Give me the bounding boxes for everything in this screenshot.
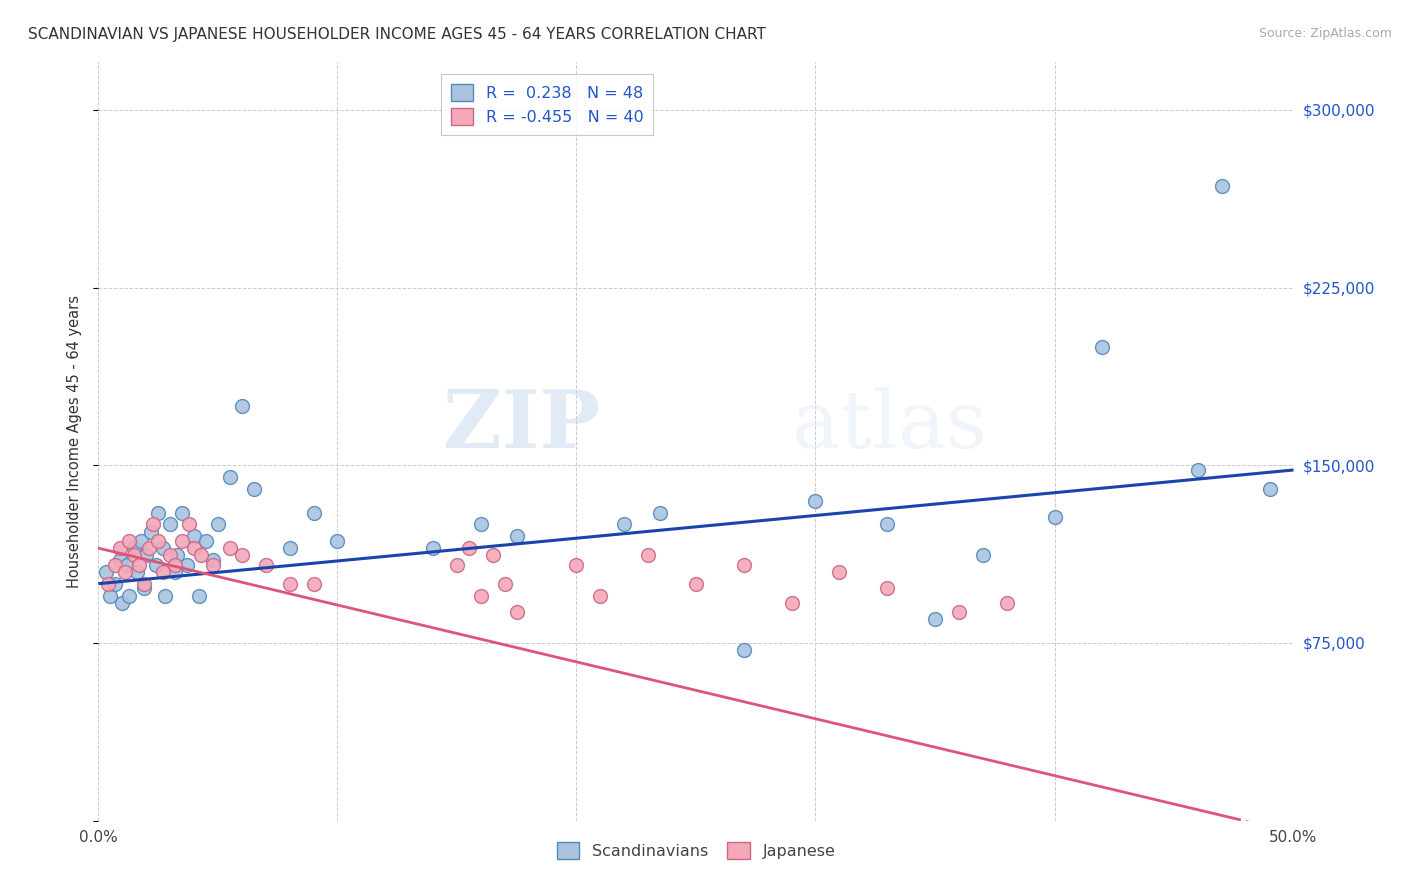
Point (458, 541, 481, 556)
Point (179, 517, 201, 532)
Point (470, 589, 492, 603)
Point (278, 541, 301, 556)
Point (176, 558, 198, 572)
Point (98, 589, 122, 603)
Point (148, 534, 170, 549)
Point (828, 565, 851, 579)
Point (1043, 510, 1066, 524)
Point (104, 576, 127, 591)
Point (648, 506, 672, 520)
Point (278, 576, 301, 591)
Point (152, 565, 174, 579)
Point (302, 576, 325, 591)
Point (219, 541, 242, 556)
Point (254, 558, 277, 572)
Point (876, 582, 898, 596)
Point (565, 558, 588, 572)
Point (118, 589, 141, 603)
Point (1091, 340, 1114, 354)
Point (183, 541, 205, 556)
Point (876, 517, 898, 532)
Point (97, 576, 120, 591)
Point (219, 470, 242, 484)
Point (506, 605, 529, 619)
Point (159, 548, 181, 563)
Point (422, 541, 444, 556)
Point (139, 524, 162, 539)
Point (481, 548, 505, 563)
Point (231, 399, 253, 413)
Point (163, 558, 186, 572)
Point (166, 548, 188, 563)
Point (948, 605, 970, 619)
Point (613, 517, 636, 532)
Point (131, 534, 153, 549)
Point (128, 558, 150, 572)
Point (138, 541, 160, 556)
Point (302, 506, 325, 520)
Point (104, 558, 127, 572)
Point (187, 589, 209, 603)
Point (172, 506, 194, 520)
Point (94, 565, 117, 579)
Point (1187, 463, 1209, 477)
Point (183, 529, 205, 543)
Point (125, 565, 148, 579)
Point (172, 534, 194, 549)
Point (190, 548, 212, 563)
Point (207, 517, 229, 532)
Point (972, 548, 994, 563)
Point (494, 576, 516, 591)
Point (135, 548, 157, 563)
Point (155, 589, 177, 603)
Point (733, 643, 755, 657)
Point (132, 576, 155, 591)
Point (114, 565, 136, 579)
Point (924, 612, 946, 626)
Text: SCANDINAVIAN VS JAPANESE HOUSEHOLDER INCOME AGES 45 - 64 YEARS CORRELATION CHART: SCANDINAVIAN VS JAPANESE HOUSEHOLDER INC… (28, 27, 766, 42)
Point (231, 548, 253, 563)
Point (195, 534, 218, 549)
Point (108, 553, 131, 567)
Text: Source: ZipAtlas.com: Source: ZipAtlas.com (1258, 27, 1392, 40)
Point (202, 553, 225, 567)
Point (111, 596, 134, 610)
Point (142, 517, 165, 532)
Point (118, 534, 141, 549)
Point (780, 596, 803, 610)
Text: ZIP: ZIP (443, 387, 600, 466)
Point (132, 582, 155, 596)
Point (1211, 178, 1233, 193)
Point (506, 529, 529, 543)
Point (446, 558, 468, 572)
Point (589, 589, 612, 603)
Point (145, 558, 167, 572)
Point (159, 517, 181, 532)
Point (124, 548, 146, 563)
Point (733, 558, 755, 572)
Point (243, 482, 266, 496)
Point (326, 534, 349, 549)
Point (115, 558, 138, 572)
Point (1258, 482, 1281, 496)
Point (995, 596, 1018, 610)
Point (202, 558, 225, 572)
Legend: Scandinavians, Japanese: Scandinavians, Japanese (550, 836, 842, 866)
Point (152, 541, 174, 556)
Y-axis label: Householder Income Ages 45 - 64 years: Householder Income Ages 45 - 64 years (67, 295, 83, 588)
Point (470, 517, 492, 532)
Point (108, 541, 131, 556)
Point (804, 493, 827, 508)
Point (685, 576, 707, 591)
Point (124, 541, 146, 556)
Point (148, 506, 170, 520)
Point (637, 548, 659, 563)
Point (163, 565, 186, 579)
Text: atlas: atlas (792, 387, 987, 466)
